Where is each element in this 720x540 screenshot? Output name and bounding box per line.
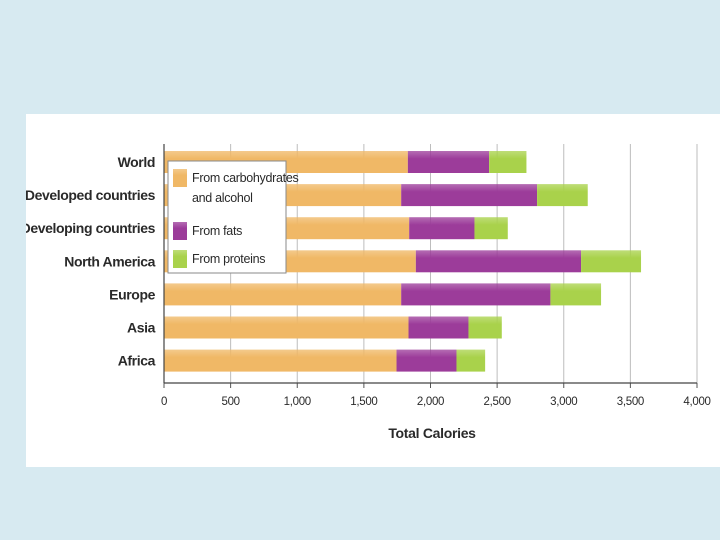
legend-label: From carbohydrates <box>192 171 298 185</box>
bar-segment <box>474 217 508 240</box>
bar-segment <box>489 151 527 173</box>
x-axis-title: Total Calories <box>388 425 476 441</box>
bar-segment <box>164 316 409 339</box>
bar-segment <box>396 349 457 372</box>
bar-segment <box>537 184 588 207</box>
axes <box>163 144 698 388</box>
stacked-bar-chart: 0 500 1,000 1,500 2,000 2,500 3,000 3,500 4,000 W… <box>26 144 711 441</box>
bar-segment <box>164 349 397 372</box>
category-label: Developed countries <box>26 187 156 203</box>
category-label: Asia <box>127 320 156 336</box>
legend-box <box>167 160 287 274</box>
category-label: World <box>118 154 155 170</box>
bar-segment <box>401 283 551 306</box>
labels: 0 500 1,000 1,500 2,000 2,500 3,000 3,500 4,000 W… <box>26 154 711 408</box>
bar-segment <box>581 250 642 273</box>
bar-segment <box>409 217 475 240</box>
x-tick-label: 2,500 <box>483 396 510 408</box>
bar-segment <box>550 283 602 306</box>
x-tick-label: 1,000 <box>284 396 311 408</box>
category-label: Developing countries <box>26 220 156 236</box>
x-tick-label: 0 <box>161 396 167 408</box>
bar-segment <box>456 349 486 372</box>
bar-segment <box>164 283 402 306</box>
x-tick-label: 4,000 <box>683 396 710 408</box>
slide-panel: 0 500 1,000 1,500 2,000 2,500 3,000 3,500 4,000 W… <box>26 114 720 467</box>
category-label: Europe <box>109 286 155 302</box>
bar-segment <box>408 316 469 339</box>
x-tick-label: 3,000 <box>550 396 577 408</box>
x-tick-label: 500 <box>221 396 239 408</box>
bar-segment <box>401 184 538 207</box>
legend: From carbohydrates and alcohol From fats Fr… <box>167 160 299 274</box>
bar-segment <box>407 151 490 173</box>
legend-label: and alcohol <box>192 191 253 205</box>
category-label: North America <box>64 253 155 269</box>
legend-swatch <box>173 169 187 187</box>
x-tick-label: 1,500 <box>350 396 377 408</box>
legend-swatch <box>173 222 187 240</box>
bar-segment <box>468 316 502 339</box>
legend-swatch <box>173 250 187 268</box>
legend-label: From proteins <box>192 252 265 266</box>
category-label: Africa <box>118 353 156 369</box>
x-tick-label: 3,500 <box>617 396 644 408</box>
legend-label: From fats <box>192 224 242 238</box>
bar-segment <box>415 250 582 273</box>
x-tick-label: 2,000 <box>417 396 444 408</box>
